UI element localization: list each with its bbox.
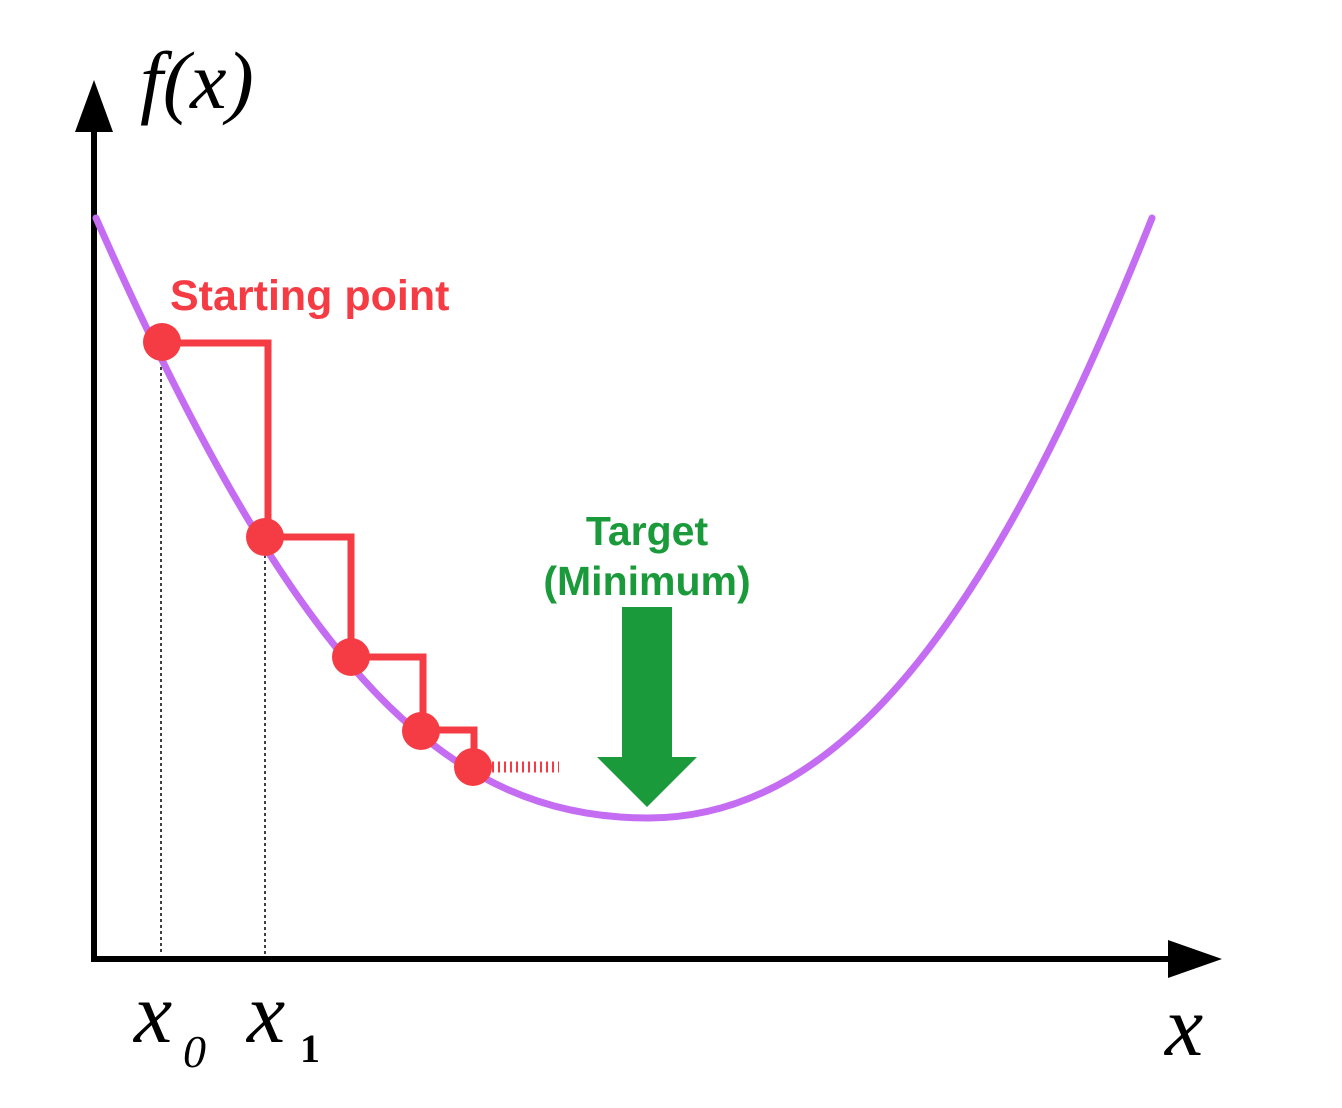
x-axis-arrowhead [1168,940,1222,978]
y-axis-arrowhead [75,80,113,132]
starting-point-label: Starting point [170,272,449,320]
guide-lines [160,343,266,955]
descent-steps [143,323,559,786]
target-arrow-head [597,757,697,807]
x1-label-base: x [245,965,285,1061]
x-axis-label: x [1163,978,1203,1074]
step-point-3 [402,712,440,750]
step-point-0 [143,323,181,361]
x1-label-sub: 1 [300,1026,320,1071]
x0-label-sub: 0 [183,1026,206,1077]
step-point-2 [332,638,370,676]
function-curve [92,214,1156,822]
step-point-4 [454,748,492,786]
x1-label: x 1 [245,965,320,1071]
target-arrow-shaft [622,607,672,759]
target-label-line1: Target [586,508,709,554]
x0-label-base: x [132,965,172,1061]
step-path [161,339,478,768]
step-point-1 [246,518,284,556]
axes [75,80,1222,978]
target-label-line2: (Minimum) [543,558,750,604]
target-arrow [597,607,697,807]
x0-label: x 0 [132,965,206,1077]
y-axis-label: f(x) [140,35,254,126]
